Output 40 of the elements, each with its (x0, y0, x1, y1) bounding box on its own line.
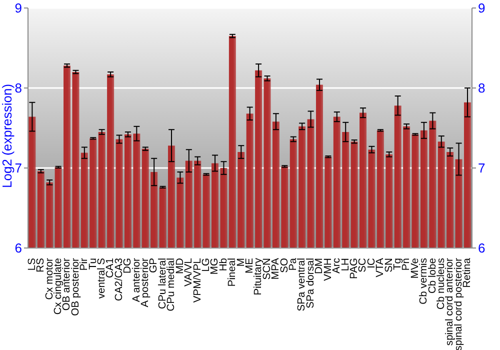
x-tick-label: LG (200, 258, 212, 272)
x-tick-label: Tg (392, 258, 404, 270)
x-tick-label: Pineal (227, 258, 238, 287)
x-tick-label: M (236, 258, 247, 267)
x-tick-label: GP (148, 258, 160, 273)
x-tick-label: Arc (332, 258, 343, 274)
y2-tick-label: 6 (478, 240, 486, 256)
y-tick-label: 6 (14, 240, 22, 256)
x-tick-label: Pn (401, 258, 412, 271)
y-axis-title: Log2 (expression) (0, 84, 15, 188)
x-tick-label: SPa dorsal (305, 258, 316, 308)
x-tick-label: IC (366, 257, 378, 268)
y2-tick-label: 8 (478, 80, 486, 96)
x-tick-label: RS (36, 258, 47, 272)
x-tick-label: Hb (218, 258, 230, 272)
x-tick-label: VMH (322, 258, 334, 281)
x-tick-label: OB posterior (70, 257, 82, 316)
x-tick-label: spinal cord anterior (444, 257, 456, 346)
x-tick-label: PAG (348, 258, 360, 279)
y-tick-label: 7 (14, 160, 22, 176)
x-tick-label: A anterior (131, 257, 142, 302)
y-tick-label: 8 (14, 80, 22, 96)
x-tick-label: A posterior (140, 257, 152, 308)
x-tick-label: SO (279, 258, 290, 273)
x-tick-label: SCN (262, 258, 273, 280)
x-tick-label: Retina (462, 258, 474, 288)
x-tick-label: DM (314, 258, 326, 274)
x-tick-label: DG (122, 258, 134, 274)
x-tick-label: OB anterior (62, 257, 73, 311)
x-tick-label: SN (384, 258, 395, 272)
x-tick-label: CPu medial (166, 258, 178, 312)
y2-tick-label: 9 (478, 0, 486, 16)
x-tick-label: spinal cord posterior (453, 257, 464, 350)
y2-tick-label: 7 (478, 160, 486, 176)
x-tick-label: Pir (79, 257, 90, 271)
x-tick-label: Cb lobe (427, 258, 438, 294)
x-tick-label: Pituitary (253, 257, 264, 296)
x-tick-label: MVe (410, 258, 421, 279)
y-tick-label: 9 (14, 0, 22, 16)
x-tick-label: ME (244, 258, 256, 274)
